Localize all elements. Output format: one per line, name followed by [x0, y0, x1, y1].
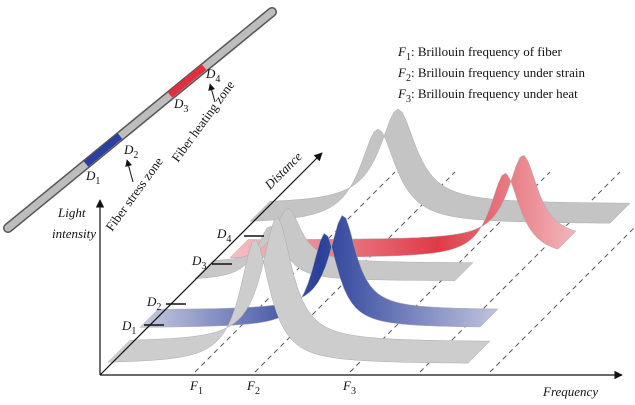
x-axis-label: Frequency — [542, 384, 598, 399]
legend-entry: F1: Brillouin frequency of fiber — [397, 44, 563, 63]
frequency-mark: F1 — [189, 378, 203, 397]
distance-mark-sub: 2 — [156, 302, 161, 313]
legend-entry-text: : Brillouin frequency under heat — [411, 86, 578, 101]
legend-entry: F3: Brillouin frequency under heat — [397, 86, 578, 105]
fiber-label-sub: 2 — [133, 150, 138, 161]
frequency-mark-sub: 1 — [198, 386, 203, 397]
distance-mark: D1 — [121, 318, 136, 337]
fiber-label-symbol: D — [205, 66, 216, 81]
fiber-label: D3 — [173, 96, 188, 115]
fiber-label-symbol: D — [173, 96, 184, 111]
fiber-label: D1 — [85, 168, 100, 187]
frequency-mark: F3 — [342, 378, 356, 397]
distance-mark-symbol: D — [146, 294, 157, 309]
distance-label: Distance — [261, 149, 305, 193]
y-axis-label: Light — [57, 205, 86, 220]
ribbon — [250, 109, 630, 223]
distance-mark-symbol: D — [191, 253, 202, 268]
distance-mark: D4 — [216, 226, 231, 245]
frequency-mark-sub: 3 — [351, 386, 356, 397]
fiber-label-symbol: D — [123, 142, 134, 157]
distance-mark-symbol: D — [216, 226, 227, 241]
legend-entry-text: : Brillouin frequency of fiber — [411, 44, 563, 59]
y-axis-label: intensity — [52, 226, 96, 241]
fiber-label-sub: 3 — [183, 104, 188, 115]
distance-mark-sub: 3 — [201, 261, 206, 272]
stress-zone-label: Fiber stress zone — [102, 154, 166, 234]
distance-mark-sub: 4 — [226, 234, 231, 245]
fiber-label-sub: 1 — [95, 176, 100, 187]
diagram: Fiber stress zone Fiber heating zone Lig… — [0, 0, 635, 405]
fiber-label: D2 — [123, 142, 138, 161]
fiber-label-symbol: D — [85, 168, 96, 183]
distance-mark-symbol: D — [121, 318, 132, 333]
distance-mark: D2 — [146, 294, 161, 313]
legend-entry-text: : Brillouin frequency under strain — [411, 65, 586, 80]
frequency-mark: F2 — [246, 378, 260, 397]
fiber-label: D4 — [205, 66, 220, 85]
frequency-mark-sub: 2 — [255, 386, 260, 397]
fiber-label-sub: 4 — [215, 74, 220, 85]
distance-mark: D3 — [191, 253, 206, 272]
distance-mark-sub: 1 — [131, 326, 136, 337]
legend-entry: F2: Brillouin frequency under strain — [397, 65, 585, 84]
